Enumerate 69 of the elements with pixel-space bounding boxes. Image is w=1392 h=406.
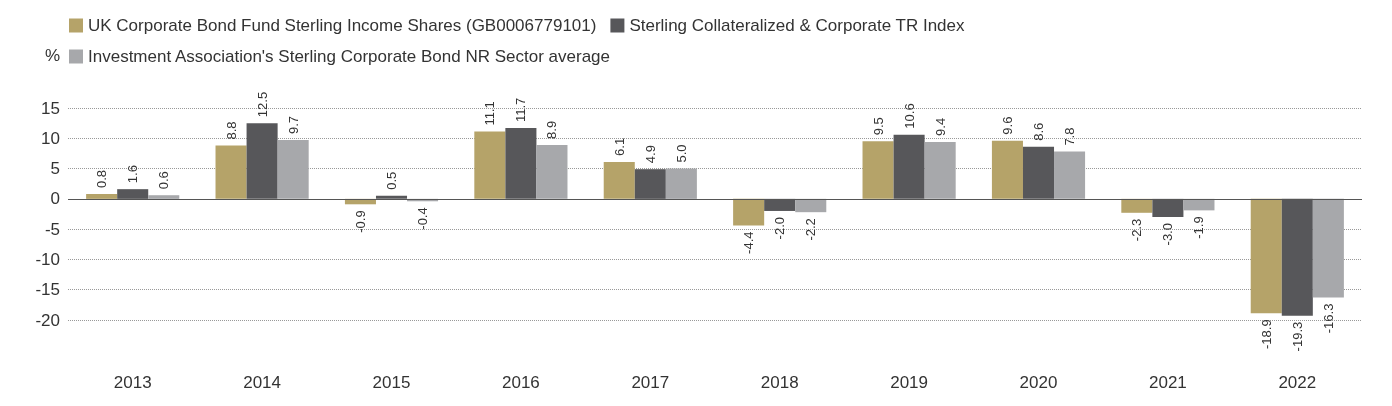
x-tick-label: 2013: [113, 373, 152, 392]
bar: [733, 198, 765, 226]
data-label: 9.4: [932, 117, 948, 136]
data-label: -2.2: [803, 218, 819, 241]
bar: [148, 195, 180, 199]
data-label: 6.1: [611, 137, 627, 156]
data-label: 11.7: [513, 97, 529, 122]
data-label: -1.9: [1191, 216, 1207, 239]
y-axis-title: %: [44, 46, 60, 65]
y-tick-label: 0: [50, 189, 60, 209]
data-label: 1.6: [125, 165, 141, 184]
data-label: 9.7: [285, 116, 301, 135]
y-tick-label: 10: [41, 128, 60, 148]
bar: [474, 131, 506, 199]
y-tick-label: -10: [35, 249, 60, 269]
bar: [665, 168, 697, 199]
y-tick-label: 15: [41, 98, 60, 118]
bar: [215, 145, 247, 199]
data-label: -18.9: [1258, 319, 1274, 349]
data-label: -19.3: [1289, 321, 1305, 352]
data-label: 5.0: [673, 144, 689, 163]
x-tick-label: 2016: [501, 373, 540, 392]
x-tick-label: 2019: [890, 373, 929, 392]
data-label: -0.4: [415, 207, 431, 230]
data-label: 7.8: [1062, 127, 1078, 146]
data-label: -0.9: [352, 210, 368, 233]
data-label: 8.8: [223, 121, 239, 140]
data-label: 4.9: [642, 145, 658, 164]
data-label: 12.5: [254, 91, 270, 118]
data-label: 8.9: [544, 120, 560, 139]
data-label: 9.6: [999, 116, 1015, 135]
x-tick-label: 2022: [1278, 373, 1317, 392]
bar: [603, 161, 635, 199]
data-label: 0.8: [94, 169, 110, 189]
x-tick-label: 2015: [372, 373, 411, 392]
data-label: 0.5: [384, 171, 399, 190]
bar: [1054, 151, 1086, 199]
data-label: -2.3: [1129, 218, 1145, 242]
y-tick-label: 5: [50, 159, 60, 179]
bar: [1121, 198, 1153, 213]
data-label: -3.0: [1160, 223, 1176, 246]
data-label: 8.6: [1031, 122, 1046, 141]
bar: [86, 194, 118, 199]
data-label: 0.6: [156, 171, 172, 190]
bar: [1312, 198, 1344, 298]
data-label: -4.4: [741, 231, 757, 254]
x-tick-label: 2018: [760, 373, 799, 392]
x-tick-label: 2017: [631, 373, 670, 392]
y-tick-label: -5: [44, 219, 60, 239]
bar: [862, 141, 894, 199]
x-tick-label: 2021: [1148, 373, 1187, 392]
legend-label: Investment Association's Sterling Corporate Bond NR Sector average: [88, 47, 611, 66]
data-label: 11.1: [482, 101, 498, 126]
bar: [924, 141, 956, 199]
legend-label: UK Corporate Bond Fund Sterling Income Shares (GB0006779101): [88, 16, 597, 35]
x-tick-label: 2020: [1019, 373, 1058, 392]
bar: [536, 144, 568, 199]
data-label: -2.0: [772, 216, 788, 240]
legend-label: Sterling Collateralized & Corporate TR Index: [629, 16, 966, 35]
bar: [1250, 198, 1282, 314]
data-label: 10.6: [901, 103, 917, 129]
bar: [991, 140, 1023, 199]
data-label: -16.3: [1320, 303, 1336, 334]
y-tick-label: -15: [35, 280, 60, 300]
y-tick-label: -20: [35, 310, 60, 330]
x-tick-label: 2014: [243, 373, 282, 392]
bar: [277, 140, 309, 199]
data-label: 9.5: [870, 117, 886, 136]
bar: [795, 198, 827, 213]
